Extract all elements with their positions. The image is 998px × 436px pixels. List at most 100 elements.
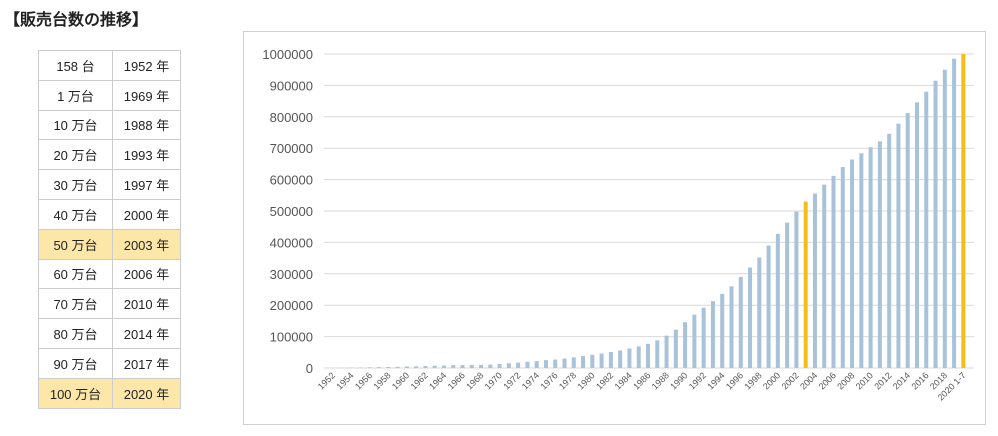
bar <box>441 365 446 368</box>
bar <box>896 123 901 368</box>
x-tick-label: 1980 <box>576 370 597 391</box>
x-tick-label: 1964 <box>427 370 448 391</box>
x-tick-label: 2010 <box>854 370 875 391</box>
chart-frame <box>243 31 986 425</box>
bar <box>386 366 391 368</box>
x-tick-label: 1990 <box>668 370 689 391</box>
bar <box>794 211 799 368</box>
x-tick-label: 1992 <box>687 370 708 391</box>
bar <box>868 147 873 368</box>
bar <box>404 366 409 368</box>
x-tick-label: 1986 <box>631 370 652 391</box>
x-tick-label: 1956 <box>353 370 374 391</box>
table-cell: 1 万台 <box>38 79 113 111</box>
bar <box>516 362 521 368</box>
table-cell: 1997 年 <box>112 169 181 200</box>
y-tick-label: 100000 <box>270 330 313 345</box>
x-tick-label: 1982 <box>594 370 615 391</box>
table-row: 20 万台 1993 年 <box>38 139 181 171</box>
bar <box>646 343 650 368</box>
bar <box>460 365 465 368</box>
bar <box>720 293 725 368</box>
bar <box>812 193 817 368</box>
bar <box>525 361 530 368</box>
x-tick-label: 2008 <box>835 370 856 391</box>
bar <box>543 360 548 368</box>
bar <box>479 364 484 368</box>
bar <box>905 113 910 368</box>
bar <box>608 351 613 368</box>
y-tick-label: 0 <box>306 361 313 376</box>
bar <box>627 348 632 368</box>
x-tick-label: 1974 <box>520 370 541 391</box>
table-cell: 2000 年 <box>112 198 181 230</box>
y-tick-label: 700000 <box>270 141 313 156</box>
table-cell: 20 万台 <box>38 139 113 171</box>
bar <box>729 286 734 368</box>
bar <box>590 354 595 368</box>
x-tick-label: 1958 <box>371 370 392 391</box>
x-tick-label: 1954 <box>334 370 355 391</box>
bar <box>701 307 706 368</box>
table-cell: 100 万台 <box>38 377 113 409</box>
y-tick-label: 900000 <box>270 78 313 93</box>
table-cell: 40 万台 <box>38 198 113 230</box>
bar <box>757 257 762 368</box>
bar <box>850 159 855 368</box>
bar <box>914 102 919 368</box>
table-cell: 2020 年 <box>112 377 181 409</box>
bar <box>534 361 539 368</box>
x-tick-label: 1968 <box>464 370 485 391</box>
x-tick-label: 1996 <box>724 370 745 391</box>
bar <box>924 91 929 369</box>
x-tick-label: 1960 <box>390 370 411 391</box>
bar <box>599 353 604 368</box>
bar <box>822 184 827 368</box>
bar <box>859 153 864 368</box>
bar <box>942 69 947 368</box>
bar <box>506 363 511 368</box>
x-tick-label: 1994 <box>705 370 726 391</box>
bar <box>785 222 790 368</box>
bar <box>766 245 771 368</box>
bar <box>803 201 808 368</box>
bar <box>692 314 697 368</box>
bar <box>469 364 474 368</box>
table-cell: 158 台 <box>38 50 113 81</box>
bar <box>423 366 428 368</box>
table-row: 10 万台 1988 年 <box>38 109 181 141</box>
x-tick-label: 2014 <box>891 370 912 391</box>
x-tick-label: 1976 <box>538 370 559 391</box>
table-cell: 70 万台 <box>38 288 113 320</box>
x-tick-label: 1998 <box>742 370 763 391</box>
x-tick-label: 2000 <box>761 370 782 391</box>
bar <box>553 359 558 368</box>
bar <box>877 141 882 368</box>
table-cell: 1993 年 <box>112 139 181 171</box>
bar <box>933 80 938 368</box>
table-cell: 50 万台 <box>38 228 113 260</box>
x-tick-label: 2004 <box>798 370 819 391</box>
x-tick-label: 2002 <box>780 370 801 391</box>
x-tick-label: 2012 <box>872 370 893 391</box>
x-tick-label: 1962 <box>409 370 430 391</box>
bar <box>497 363 502 368</box>
bar <box>451 365 456 368</box>
bar <box>655 340 660 368</box>
table-cell: 2010 年 <box>112 288 181 320</box>
section-title: 【販売台数の推移】 <box>4 10 149 29</box>
bar <box>581 356 586 368</box>
table-row: 158 台 1952 年 <box>38 50 181 81</box>
y-tick-label: 1000000 <box>262 47 313 62</box>
y-tick-label: 800000 <box>270 110 313 125</box>
table-row: 40 万台 2000 年 <box>38 198 181 230</box>
bar <box>775 233 780 368</box>
x-tick-label: 1984 <box>613 370 634 391</box>
bar <box>636 346 641 368</box>
bar <box>562 358 567 368</box>
x-tick-label: 2016 <box>909 370 930 391</box>
table-row: 60 万台 2006 年 <box>38 258 181 290</box>
x-tick-label: 1988 <box>650 370 671 391</box>
bar <box>840 167 845 368</box>
